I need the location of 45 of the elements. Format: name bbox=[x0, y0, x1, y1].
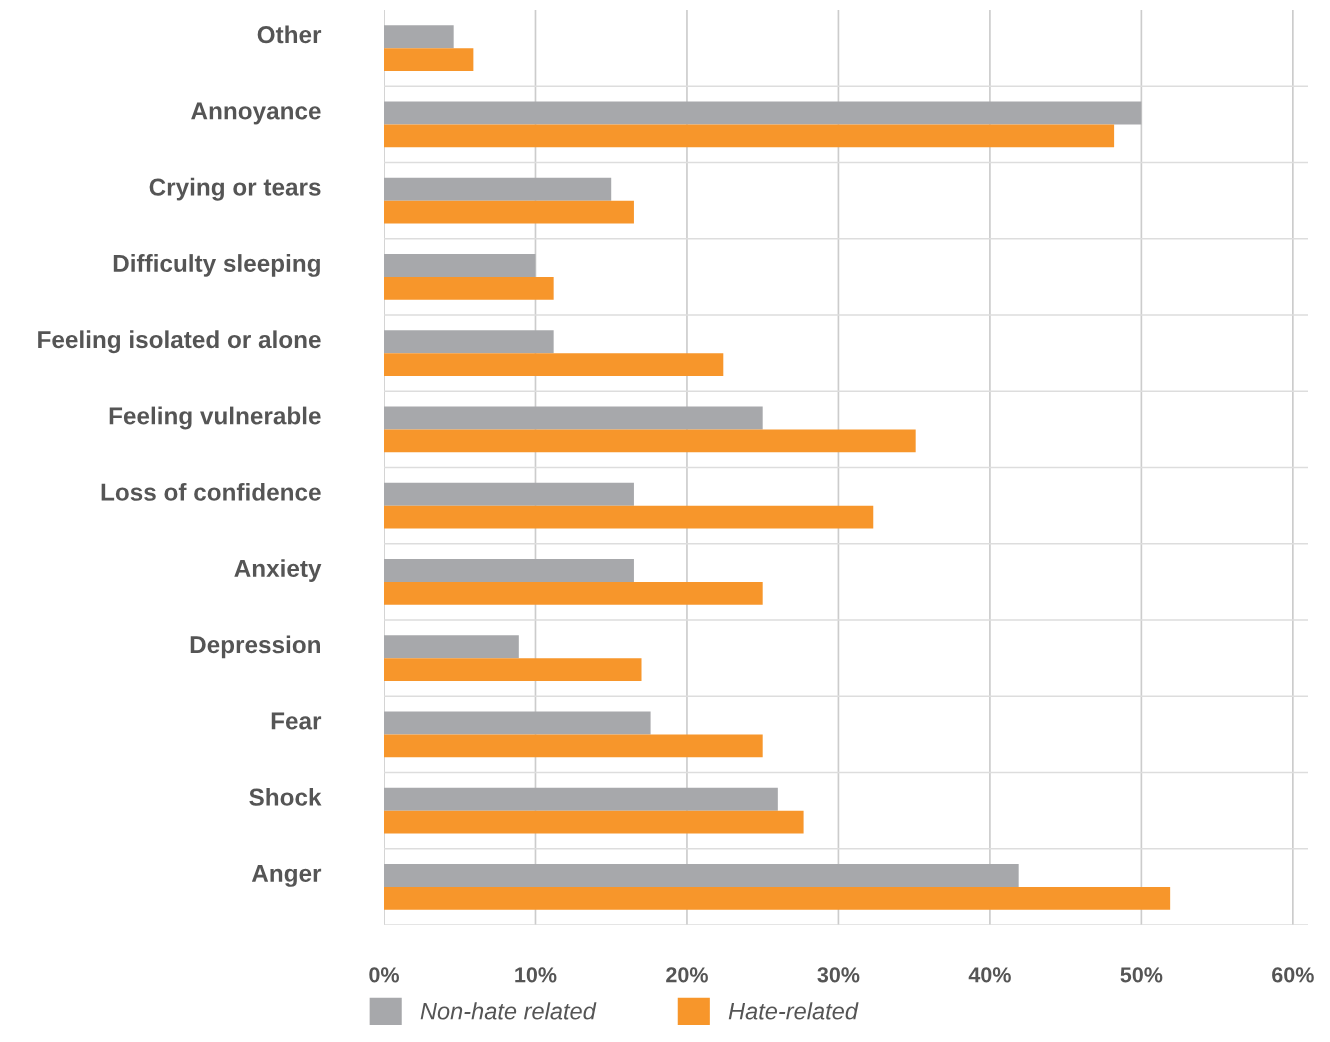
y-tick-label: Anxiety bbox=[234, 559, 322, 582]
bar bbox=[384, 505, 874, 529]
bar bbox=[384, 276, 554, 300]
x-tick-label: 60% bbox=[1272, 967, 1314, 983]
y-tick-label: Anger bbox=[251, 865, 322, 887]
bar bbox=[384, 711, 651, 735]
bar bbox=[384, 581, 763, 605]
x-tick-label: 0% bbox=[369, 967, 399, 983]
bar bbox=[384, 734, 763, 758]
y-tick-label: Fear bbox=[271, 712, 322, 730]
bar bbox=[384, 406, 763, 430]
bar bbox=[384, 200, 634, 224]
bar bbox=[384, 886, 1171, 910]
bar bbox=[384, 429, 916, 453]
x-tick-label: 30% bbox=[817, 967, 860, 983]
x-tick-label: 10% bbox=[515, 967, 557, 983]
bar bbox=[384, 177, 612, 201]
y-tick-label: Feeling isolated or alone bbox=[38, 330, 321, 354]
bar bbox=[384, 101, 1142, 125]
bar bbox=[384, 864, 1019, 887]
bar bbox=[384, 330, 554, 354]
y-tick-label: Crying or tears bbox=[149, 177, 321, 201]
legend-label: Hate-related bbox=[728, 1002, 859, 1020]
y-tick-label: Difficulty sleeping bbox=[113, 254, 320, 277]
bar bbox=[384, 48, 474, 71]
bar bbox=[384, 559, 634, 582]
bar bbox=[384, 124, 1115, 148]
bar bbox=[384, 658, 642, 681]
y-tick-label: Other bbox=[257, 25, 322, 44]
bar bbox=[384, 25, 454, 49]
y-tick-label: Loss of confidence bbox=[101, 482, 321, 501]
bar bbox=[384, 810, 804, 834]
y-tick-label: Shock bbox=[249, 787, 322, 806]
y-tick-label: Annoyance bbox=[191, 102, 321, 125]
legend-label: Non-hate related bbox=[420, 1002, 597, 1020]
bar bbox=[384, 482, 634, 506]
y-tick-label: Depression bbox=[190, 635, 320, 659]
x-tick-label: 50% bbox=[1120, 967, 1163, 983]
bar bbox=[384, 353, 724, 376]
bar bbox=[384, 254, 536, 277]
bar bbox=[384, 635, 519, 659]
x-tick-label: 20% bbox=[666, 967, 708, 983]
x-tick-label: 40% bbox=[968, 967, 1011, 983]
bar bbox=[384, 787, 778, 811]
y-tick-label: Feeling vulnerable bbox=[109, 406, 321, 430]
